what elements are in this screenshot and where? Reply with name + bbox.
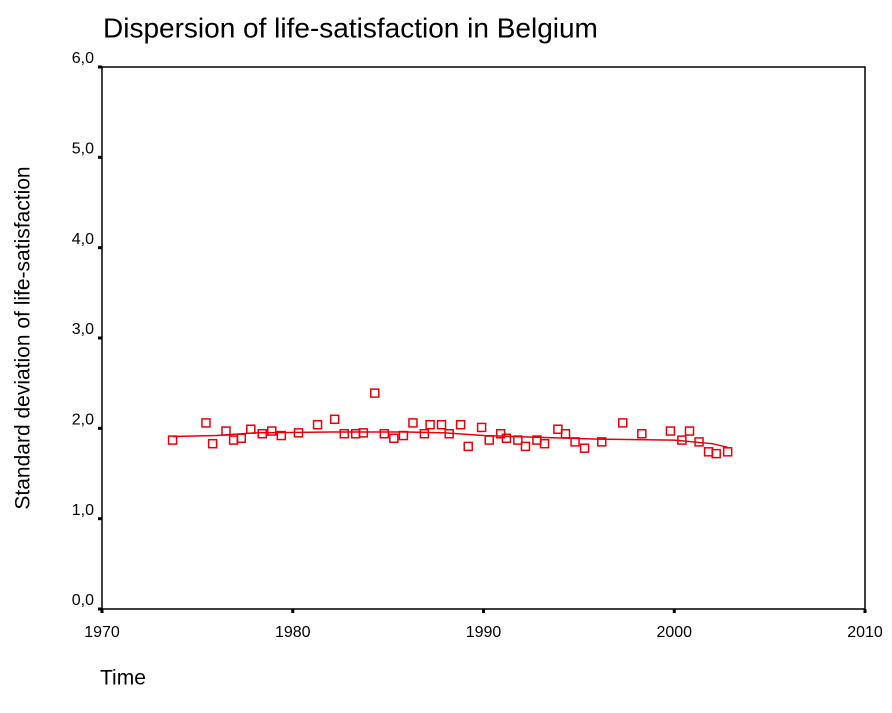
point <box>329 414 340 425</box>
x-tick-label: 1990 <box>466 624 502 641</box>
point <box>201 418 211 428</box>
point <box>398 430 409 441</box>
point <box>484 435 494 445</box>
point <box>408 418 418 428</box>
x-axis-label: Time <box>100 667 146 690</box>
point <box>312 419 323 430</box>
point <box>463 441 473 452</box>
point <box>520 441 531 452</box>
point <box>207 438 218 449</box>
point <box>425 419 435 430</box>
point <box>722 447 733 457</box>
point <box>339 429 350 439</box>
point <box>665 426 676 436</box>
x-tick-label: 1980 <box>275 624 311 641</box>
point <box>167 435 178 445</box>
point <box>711 448 721 459</box>
point <box>539 438 550 449</box>
y-tick-label: 3,0 <box>72 321 94 338</box>
point <box>476 422 487 433</box>
point <box>370 388 380 398</box>
point <box>246 424 256 434</box>
y-tick-label: 6,0 <box>72 50 94 67</box>
point <box>379 429 390 439</box>
point <box>597 437 607 447</box>
point <box>221 426 231 436</box>
x-tick-label: 2010 <box>847 624 883 641</box>
point <box>553 424 563 434</box>
point <box>350 429 361 439</box>
point <box>703 447 714 457</box>
y-axis-label: Standard deviation of life-satisfaction <box>12 166 35 509</box>
chart-title: Dispersion of life-satisfaction in Belgi… <box>103 12 598 43</box>
plot-frame <box>101 66 866 610</box>
point <box>560 429 571 439</box>
point <box>455 419 466 430</box>
y-tick-label: 5,0 <box>72 141 94 158</box>
fit-line <box>172 431 728 449</box>
point <box>637 429 647 439</box>
point <box>617 418 628 428</box>
point <box>228 435 239 445</box>
y-tick-label: 4,0 <box>72 231 94 248</box>
point <box>419 429 430 439</box>
y-tick-label: 1,0 <box>72 502 94 519</box>
point <box>579 443 590 453</box>
point <box>501 433 512 444</box>
point <box>684 426 695 436</box>
y-tick-label: 2,0 <box>72 412 94 429</box>
x-tick-label: 2000 <box>656 624 692 641</box>
point <box>257 429 267 439</box>
point <box>236 433 246 444</box>
x-tick-label: 1970 <box>84 624 120 641</box>
point <box>267 426 277 436</box>
point <box>276 430 287 441</box>
point <box>436 419 447 430</box>
point <box>389 433 399 444</box>
point <box>358 428 369 438</box>
y-tick-label: 0,0 <box>72 592 94 609</box>
